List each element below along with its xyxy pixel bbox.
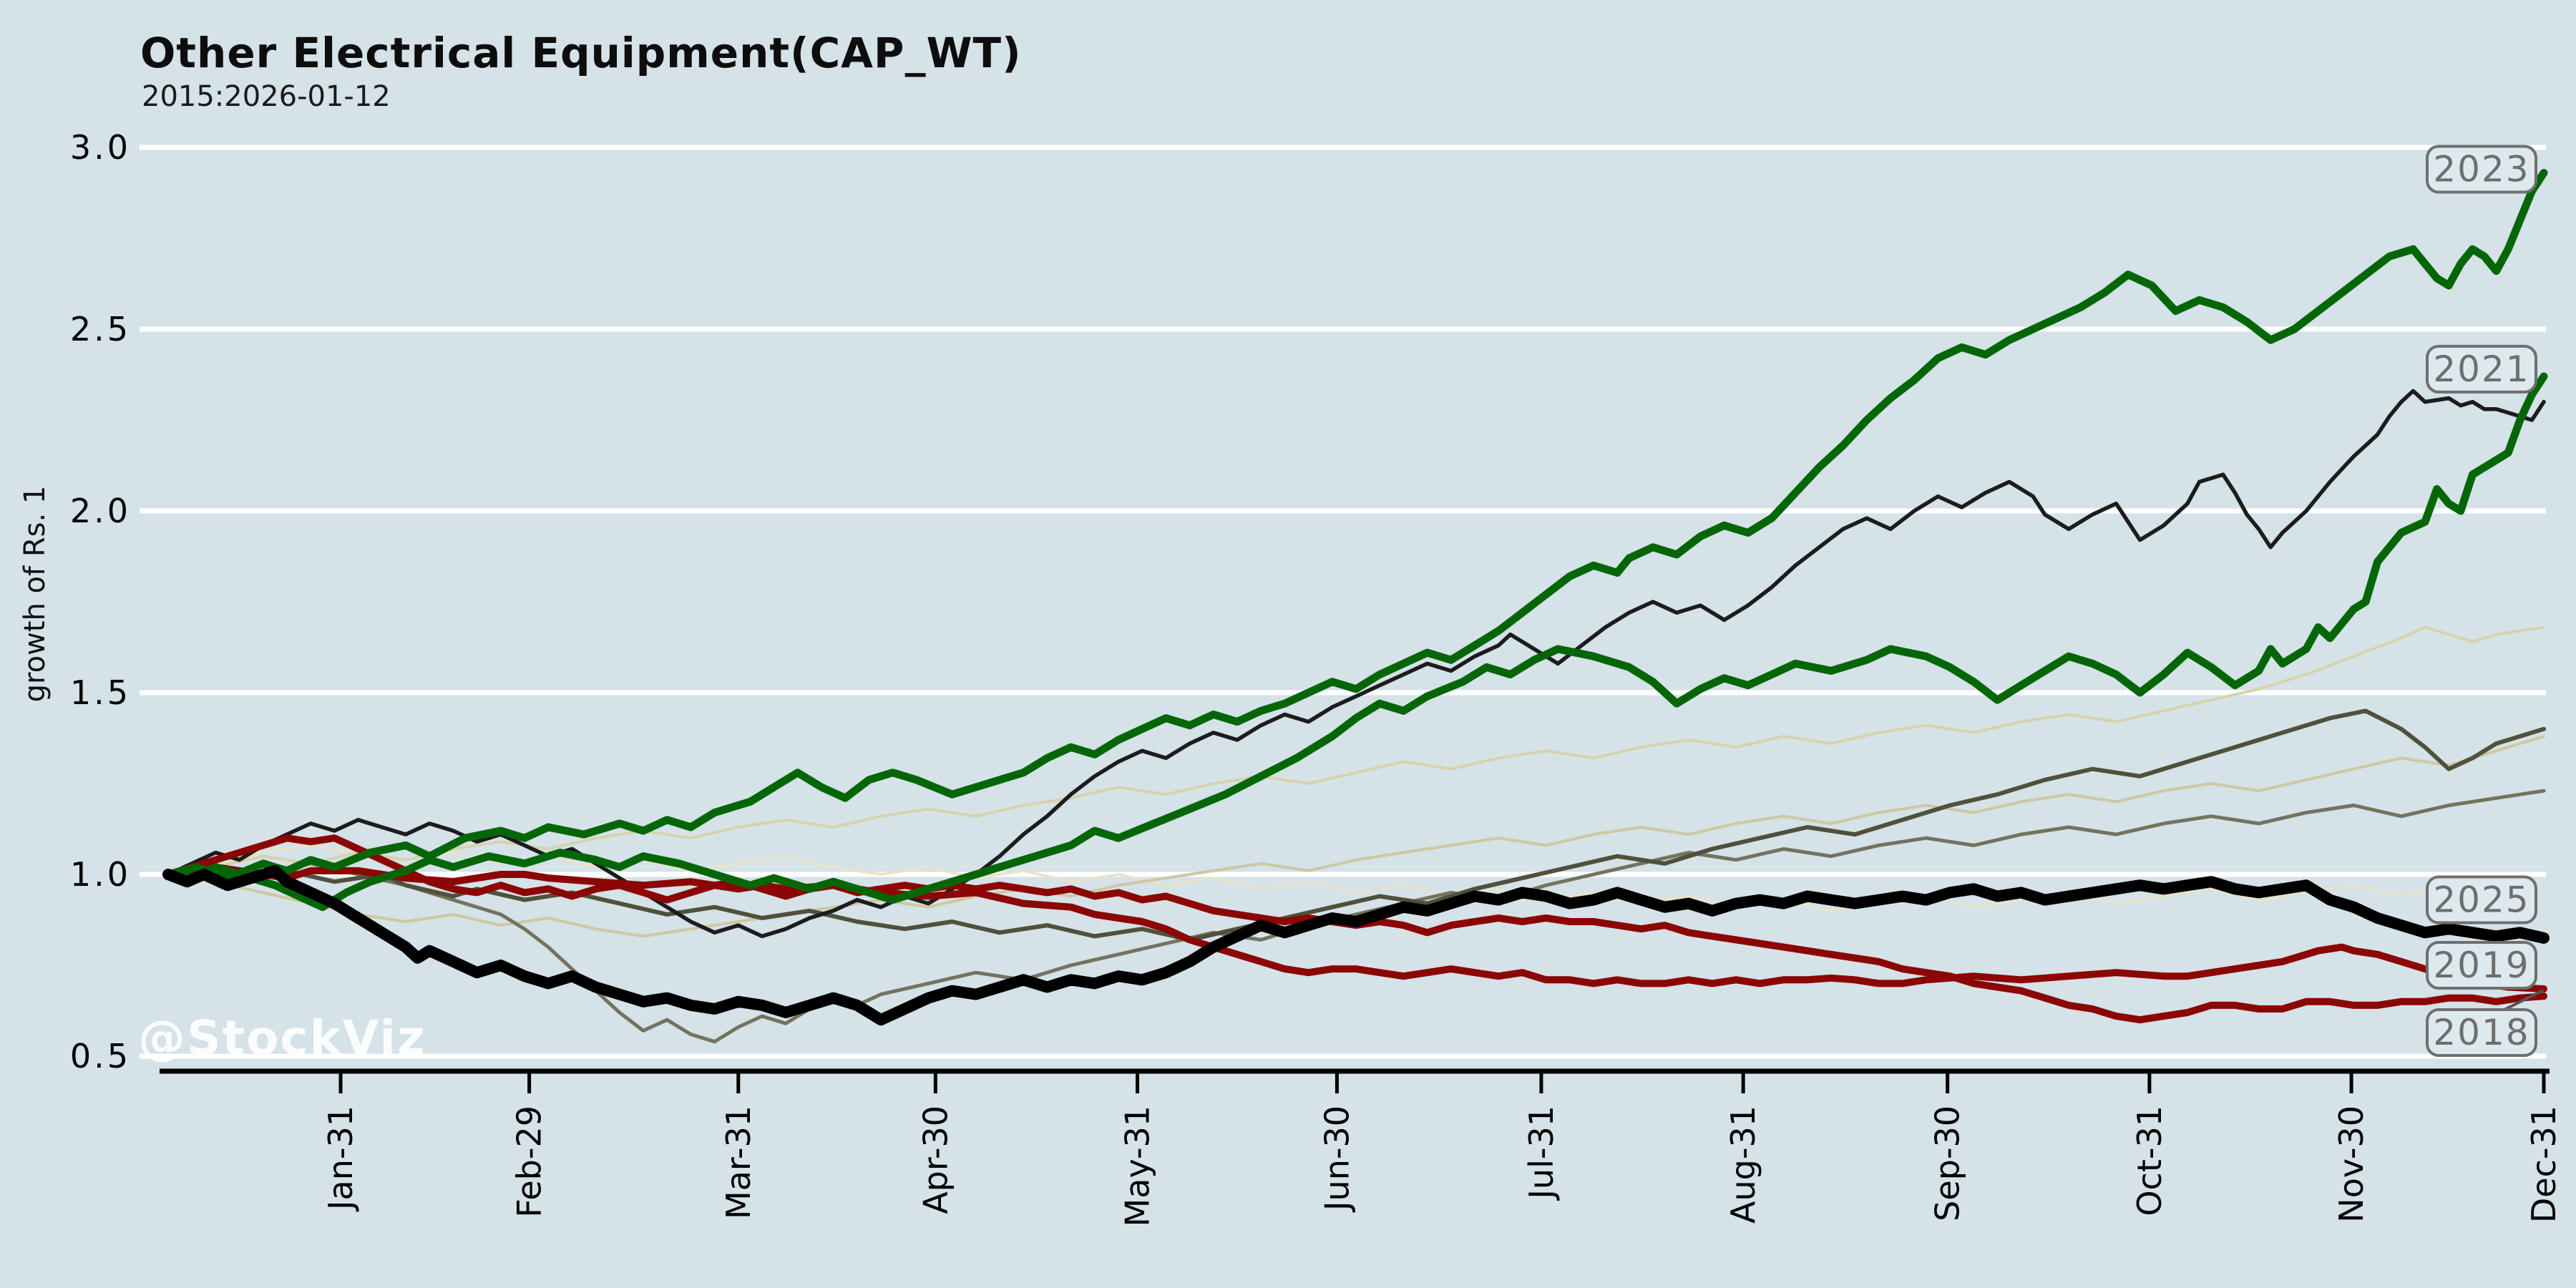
chart-title: Other Electrical Equipment(CAP_WT): [140, 29, 1022, 77]
x-tick-label-Apr-30: Apr-30: [916, 1106, 955, 1214]
chart-subtitle: 2015:2026-01-12: [142, 80, 391, 113]
x-tick-label-Oct-31: Oct-31: [2130, 1106, 2169, 1216]
year-label-2025: 2025: [2433, 879, 2529, 921]
series-2022-line: [166, 708, 2546, 942]
x-tick-label-Jun-30: Jun-30: [1317, 1106, 1356, 1213]
x-tick-label-Jul-31: Jul-31: [1522, 1106, 1561, 1201]
stockviz-watermark: @StockViz: [138, 1010, 426, 1065]
y-tick-label: 1.5: [70, 673, 131, 712]
series-2020-line: [166, 789, 2546, 1044]
y-tick-label: 1.0: [70, 855, 131, 894]
year-label-box-2023: [2426, 145, 2537, 194]
year-label-2019: 2019: [2433, 945, 2529, 986]
series-2015-line: [167, 844, 2545, 912]
x-tick-label-Sep-30: Sep-30: [1928, 1106, 1967, 1221]
callout-leader-2018: [2502, 989, 2544, 1012]
y-tick-label: 2.0: [70, 492, 131, 530]
x-tick-label-Feb-29: Feb-29: [510, 1106, 549, 1218]
x-tick-label-Jan-31: Jan-31: [321, 1106, 360, 1212]
year-label-box-2018: [2426, 1008, 2537, 1057]
x-tick-label-Nov-30: Nov-30: [2332, 1106, 2371, 1223]
year-label-box-2019: [2426, 941, 2537, 990]
year-label-2021: 2021: [2433, 348, 2529, 390]
series-2024-line: [166, 389, 2546, 939]
y-tick-label: 3.0: [70, 128, 131, 167]
series-2017-line: [167, 625, 2545, 876]
series-2016-line: [167, 735, 2545, 938]
y-axis-label: growth of Rs. 1: [19, 486, 52, 703]
x-tick-label-Dec-31: Dec-31: [2524, 1106, 2563, 1223]
x-tick-label-Mar-31: Mar-31: [719, 1106, 758, 1219]
year-label-box-2025: [2426, 875, 2537, 924]
year-label-box-2021: [2426, 344, 2537, 394]
y-tick-label: 0.5: [70, 1037, 131, 1075]
year-label-2018: 2018: [2433, 1012, 2529, 1053]
x-tick-label-Aug-31: Aug-31: [1724, 1106, 1762, 1224]
x-tick-label-May-31: May-31: [1118, 1106, 1157, 1226]
series-2023-line: [164, 169, 2548, 882]
series-2025-line: [162, 864, 2550, 1026]
y-tick-label: 2.5: [70, 310, 131, 348]
series-2021-line: [164, 372, 2548, 912]
year-label-2023: 2023: [2433, 148, 2529, 190]
